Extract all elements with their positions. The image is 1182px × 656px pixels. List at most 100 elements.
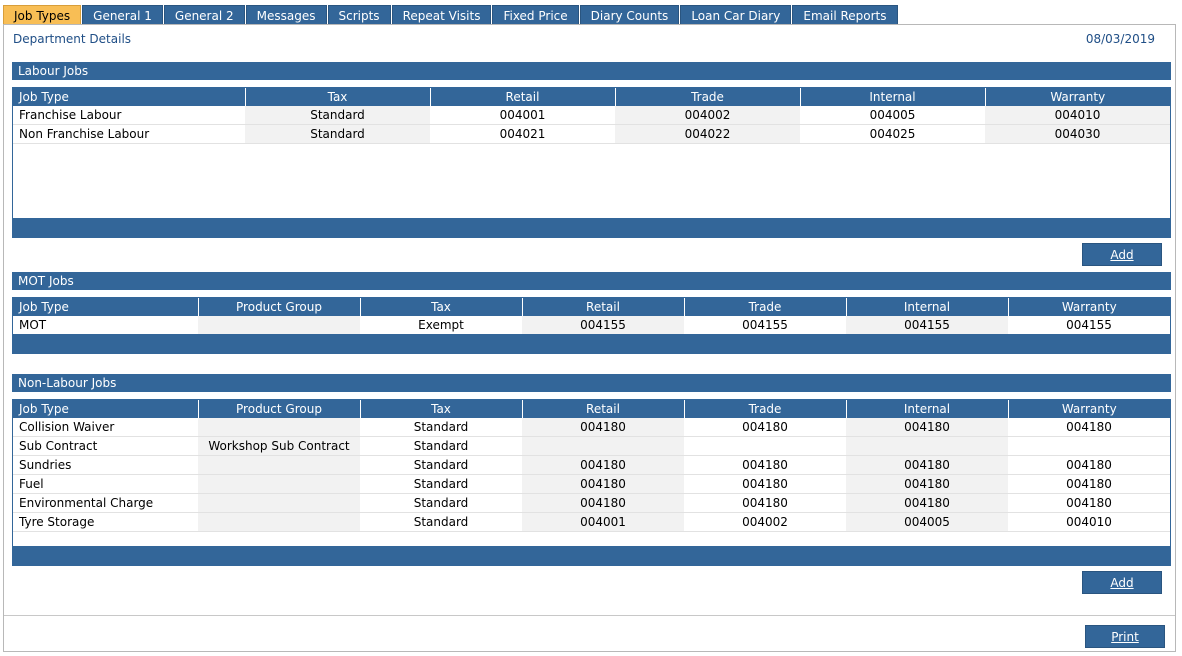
non-labour-jobs-header: Non-Labour Jobs bbox=[12, 374, 1171, 392]
table-cell: Sundries bbox=[13, 455, 198, 475]
table-cell: 004180 bbox=[684, 418, 846, 437]
table-cell: Exempt bbox=[360, 316, 522, 335]
table-cell: Non Franchise Labour bbox=[13, 124, 245, 144]
table-row[interactable]: Fuel Standard 004180 004180 004180 004180 bbox=[13, 474, 1170, 494]
column-header-job-type[interactable]: Job Type bbox=[13, 298, 199, 316]
table-cell: Standard bbox=[360, 455, 522, 475]
tab-scripts[interactable]: Scripts bbox=[327, 5, 391, 25]
table-row[interactable]: Collision Waiver Standard 004180 004180 0041… bbox=[13, 418, 1170, 437]
table-cell: Standard bbox=[360, 436, 522, 456]
tab-email-reports[interactable]: Email Reports bbox=[792, 5, 898, 25]
labour-grid-footer bbox=[12, 218, 1171, 238]
table-cell: Standard bbox=[360, 493, 522, 513]
table-cell: 004180 bbox=[1008, 493, 1170, 513]
table-cell: Franchise Labour bbox=[13, 106, 245, 125]
tab-general-2[interactable]: General 2 bbox=[163, 5, 245, 25]
table-row[interactable]: Environmental Charge Standard 004180 004180… bbox=[13, 493, 1170, 513]
mot-jobs-header: MOT Jobs bbox=[12, 272, 1171, 290]
column-header-product-group[interactable]: Product Group bbox=[198, 298, 361, 316]
column-header-warranty[interactable]: Warranty bbox=[1008, 298, 1170, 316]
column-header-warranty[interactable]: Warranty bbox=[1008, 400, 1170, 418]
table-cell: 004180 bbox=[522, 455, 684, 475]
column-header-retail[interactable]: Retail bbox=[522, 400, 685, 418]
table-cell: 004180 bbox=[684, 455, 846, 475]
tab-job-types[interactable]: Job Types bbox=[3, 5, 82, 25]
table-row[interactable]: Franchise Labour Standard 004001 004002 0040… bbox=[13, 106, 1170, 125]
table-cell: 004010 bbox=[1008, 512, 1170, 532]
table-cell: 004180 bbox=[1008, 474, 1170, 494]
table-cell: 004180 bbox=[684, 474, 846, 494]
labour-add-button[interactable]: Add bbox=[1082, 243, 1162, 266]
table-cell bbox=[522, 436, 684, 456]
column-header-retail[interactable]: Retail bbox=[522, 298, 685, 316]
table-cell bbox=[198, 316, 360, 335]
column-header-tax[interactable]: Tax bbox=[360, 298, 523, 316]
column-header-job-type[interactable]: Job Type bbox=[13, 400, 199, 418]
table-cell: Workshop Sub Contract bbox=[198, 436, 360, 456]
column-header-tax[interactable]: Tax bbox=[245, 88, 431, 106]
tab-bar: Job Types General 1 General 2 Messages Scrip… bbox=[3, 5, 899, 25]
tab-messages[interactable]: Messages bbox=[245, 5, 327, 25]
table-cell: 004005 bbox=[846, 512, 1008, 532]
tab-fixed-price[interactable]: Fixed Price bbox=[492, 5, 579, 25]
table-row[interactable]: MOT Exempt 004155 004155 004155 004155 bbox=[13, 316, 1170, 335]
header-row: Job Type Product Group Tax Retail Trade Inter… bbox=[13, 298, 1170, 316]
table-cell bbox=[198, 512, 360, 532]
column-header-trade[interactable]: Trade bbox=[684, 298, 847, 316]
table-cell: Standard bbox=[360, 512, 522, 532]
labour-add-label: Add bbox=[1110, 248, 1134, 262]
table-cell: 004021 bbox=[430, 124, 615, 144]
footer-divider bbox=[4, 615, 1175, 616]
tab-diary-counts[interactable]: Diary Counts bbox=[579, 5, 680, 25]
table-cell: 004155 bbox=[1008, 316, 1170, 335]
table-row[interactable]: Sub Contract Workshop Sub Contract Standar… bbox=[13, 436, 1170, 456]
tab-general-1[interactable]: General 1 bbox=[82, 5, 163, 25]
column-header-job-type[interactable]: Job Type bbox=[13, 88, 246, 106]
table-cell: Collision Waiver bbox=[13, 418, 198, 437]
table-cell bbox=[1008, 436, 1170, 456]
column-header-internal[interactable]: Internal bbox=[800, 88, 986, 106]
non-labour-jobs-grid: Job Type Product Group Tax Retail Trade Inter… bbox=[12, 399, 1171, 566]
print-button[interactable]: Print bbox=[1085, 625, 1165, 648]
table-cell: 004030 bbox=[985, 124, 1170, 144]
table-cell: Sub Contract bbox=[13, 436, 198, 456]
table-cell: 004180 bbox=[522, 493, 684, 513]
table-cell bbox=[846, 436, 1008, 456]
table-cell: 004180 bbox=[846, 418, 1008, 437]
table-cell: Environmental Charge bbox=[13, 493, 198, 513]
table-cell: 004002 bbox=[684, 512, 846, 532]
table-cell: 004180 bbox=[684, 493, 846, 513]
table-cell: 004155 bbox=[684, 316, 846, 335]
labour-jobs-grid: Job Type Tax Retail Trade Internal Warranty F… bbox=[12, 87, 1171, 238]
non-labour-grid-footer bbox=[12, 546, 1171, 566]
table-cell: 004180 bbox=[1008, 455, 1170, 475]
tab-loan-car-diary[interactable]: Loan Car Diary bbox=[680, 5, 792, 25]
table-row[interactable]: Tyre Storage Standard 004001 004002 004005 00… bbox=[13, 512, 1170, 532]
print-label: Print bbox=[1111, 630, 1139, 644]
table-cell: Standard bbox=[360, 418, 522, 437]
column-header-internal[interactable]: Internal bbox=[846, 400, 1009, 418]
column-header-internal[interactable]: Internal bbox=[846, 298, 1009, 316]
column-header-trade[interactable]: Trade bbox=[615, 88, 801, 106]
table-cell: 004180 bbox=[846, 493, 1008, 513]
column-header-trade[interactable]: Trade bbox=[684, 400, 847, 418]
table-cell: 004180 bbox=[846, 455, 1008, 475]
table-cell bbox=[684, 436, 846, 456]
table-cell: Fuel bbox=[13, 474, 198, 494]
non-labour-add-button[interactable]: Add bbox=[1082, 571, 1162, 594]
table-cell: 004180 bbox=[522, 474, 684, 494]
table-cell: 004180 bbox=[1008, 418, 1170, 437]
table-cell: Tyre Storage bbox=[13, 512, 198, 532]
table-row[interactable]: Sundries Standard 004180 004180 004180 004180 bbox=[13, 455, 1170, 475]
table-cell: 004155 bbox=[522, 316, 684, 335]
column-header-retail[interactable]: Retail bbox=[430, 88, 616, 106]
table-cell: Standard bbox=[245, 124, 430, 144]
table-row[interactable]: Non Franchise Labour Standard 004021 004022… bbox=[13, 124, 1170, 144]
tab-repeat-visits[interactable]: Repeat Visits bbox=[391, 5, 492, 25]
column-header-tax[interactable]: Tax bbox=[360, 400, 523, 418]
header-row: Job Type Tax Retail Trade Internal Warranty bbox=[13, 88, 1170, 106]
table-cell: 004155 bbox=[846, 316, 1008, 335]
column-header-product-group[interactable]: Product Group bbox=[198, 400, 361, 418]
column-header-warranty[interactable]: Warranty bbox=[985, 88, 1170, 106]
table-cell: 004180 bbox=[846, 474, 1008, 494]
